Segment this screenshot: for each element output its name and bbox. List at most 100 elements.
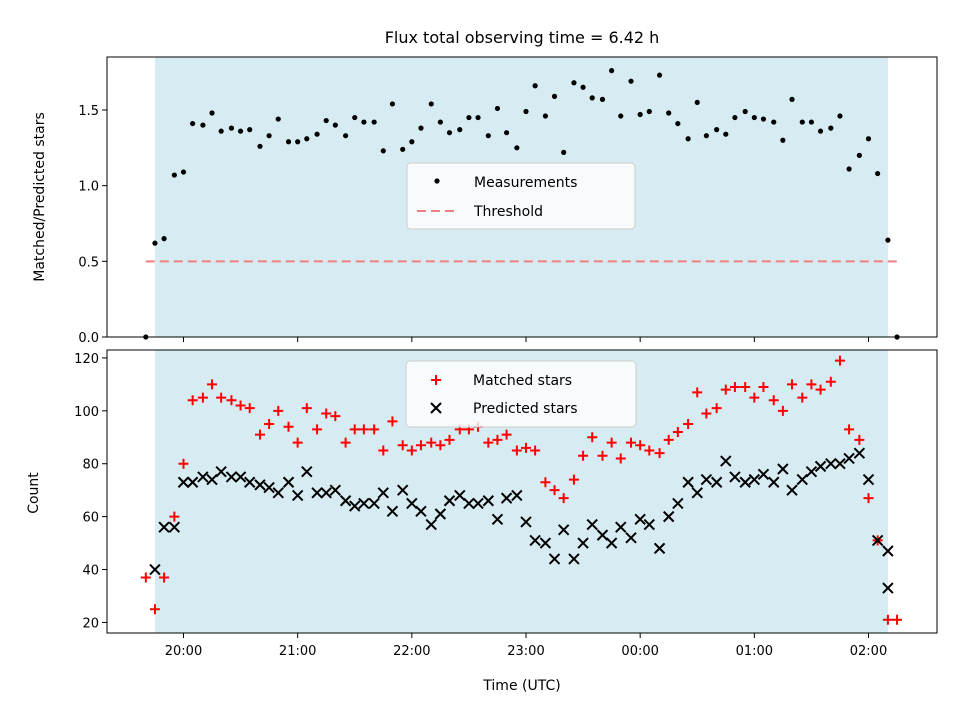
predicted-star-point [443, 495, 456, 507]
matched-star-point [520, 442, 531, 453]
measurement-point [760, 116, 767, 122]
measurement-point [295, 139, 301, 145]
matched-star-point [758, 382, 769, 393]
measurement-point [371, 119, 377, 125]
predicted-star-point [329, 484, 342, 496]
predicted-star-point [272, 487, 284, 499]
predicted-star-point [557, 524, 570, 536]
measurement-point [799, 119, 805, 125]
matched-star-point [720, 384, 731, 395]
matched-star-point [273, 405, 284, 416]
matched-star-point [197, 392, 208, 403]
measurement-point [694, 99, 700, 106]
ratio-y-tick-label: 1.5 [78, 104, 99, 119]
measurement-point [380, 148, 386, 154]
measurement-point [361, 119, 367, 125]
matched-star-point [340, 437, 351, 448]
measurement-point [218, 128, 224, 134]
matched-star-point [435, 440, 446, 451]
ratio-y-tick-label: 0.5 [78, 255, 99, 270]
measurement-point [856, 152, 862, 158]
ratio-legend: Measurements Threshold [406, 162, 636, 230]
predicted-star-point [301, 465, 313, 478]
x-tick-label: 20:00 [165, 644, 202, 659]
measurement-point [304, 136, 310, 142]
x-tick-label: 21:00 [279, 644, 316, 659]
matched-star-point [683, 419, 694, 430]
predicted-star-point [454, 489, 466, 502]
measurement-point [571, 80, 577, 86]
predicted-star-point [568, 553, 580, 565]
predicted-star-point [672, 497, 684, 510]
predicted-star-point [377, 487, 389, 499]
matched-star-point [501, 429, 512, 440]
matched-star-point [226, 395, 237, 406]
matched-star-point [587, 432, 598, 443]
predicted-star-point [853, 447, 866, 459]
predicted-star-point [748, 473, 761, 486]
matched-star-point [854, 434, 865, 445]
matched-star-point [787, 379, 798, 390]
predicted-star-point [625, 532, 637, 544]
count-legend-box [405, 360, 637, 428]
matched-star-point [216, 392, 227, 403]
measurement-point [247, 127, 253, 133]
ratio-y-axis-label: Matched/Predicted stars [32, 112, 48, 282]
measurement-point [343, 133, 349, 139]
count-legend: Matched stars Predicted stars [405, 360, 637, 428]
x-tick-label: 23:00 [507, 644, 544, 659]
matched-star-point [321, 408, 332, 419]
measurement-point [780, 137, 786, 143]
measurement-point [837, 113, 843, 119]
measurement-point [389, 101, 396, 107]
predicted-star-point [825, 458, 837, 470]
matched-star-point [834, 355, 845, 366]
measurement-point [418, 125, 424, 131]
measurement-point [152, 240, 158, 246]
threshold-legend-label: Threshold [473, 204, 543, 220]
matched-star-point [169, 511, 180, 522]
measurement-point [400, 146, 406, 152]
predicted-star-point [244, 476, 256, 488]
predicted-star-point [834, 458, 846, 470]
matched-star-point [740, 382, 751, 393]
predicted-star-point [320, 487, 332, 499]
predicted-star-point [197, 471, 209, 483]
matched-star-point [511, 445, 522, 456]
measurement-point [190, 120, 196, 127]
matched-star-point [187, 395, 198, 406]
measurement-point [846, 166, 852, 172]
matched-star-point [606, 437, 617, 448]
x-tick-label: 02:00 [850, 644, 887, 659]
predicted-star-point [434, 508, 447, 520]
matched-star-point [264, 419, 275, 430]
matched-star-point [692, 387, 703, 398]
predicted-star-point [729, 471, 741, 483]
predicted-star-point [386, 505, 399, 518]
measurement-point [637, 111, 643, 118]
matched-star-point [292, 437, 303, 448]
predicted-star-point [149, 563, 161, 576]
predicted-star-point [529, 534, 541, 547]
measurement-point [457, 127, 463, 133]
matched-star-point [349, 424, 360, 435]
matched-star-point [254, 429, 265, 440]
predicted-legend-label: Predicted stars [473, 401, 578, 417]
predicted-star-point [548, 553, 561, 565]
measurement-point [475, 114, 481, 121]
predicted-star-point [472, 497, 484, 510]
ratio-y-tick-label: 1.0 [78, 180, 99, 195]
predicted-star-point [843, 452, 855, 465]
chart-title: Flux total observing time = 6.42 h [385, 28, 660, 47]
count-y-tick-label: 20 [82, 616, 99, 631]
predicted-star-point [777, 463, 789, 475]
matched-star-point [578, 450, 589, 461]
measurement-point [828, 125, 834, 131]
matched-star-point [549, 485, 560, 496]
matched-star-point [768, 395, 779, 406]
matched-star-point [415, 440, 426, 451]
matched-star-point [558, 493, 569, 504]
ratio-legend-box [406, 162, 636, 230]
measurement-point [161, 236, 167, 242]
matched-star-point [815, 384, 826, 395]
